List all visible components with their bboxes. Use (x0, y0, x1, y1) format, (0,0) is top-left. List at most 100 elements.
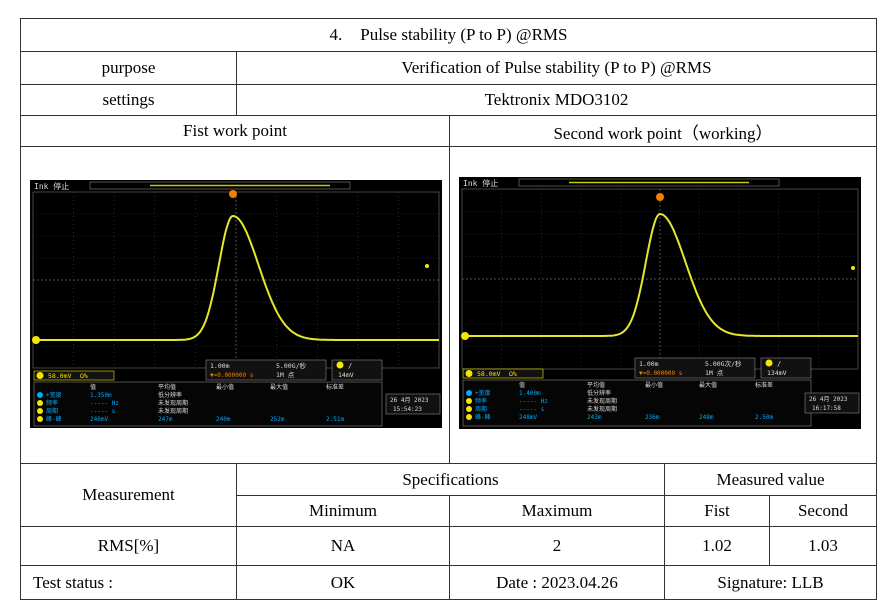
measurement-column-header: 值 (519, 381, 525, 389)
measurement-value: 248mV (519, 414, 537, 421)
channel-bandwidth: Ω% (80, 372, 88, 380)
measurement-header: Measurement (20, 463, 237, 527)
measurement-column-header: 平均值 (158, 383, 176, 391)
test-status-label: Test status : (20, 565, 237, 600)
measurement-name: +宽度 (46, 391, 62, 399)
rms-minimum-value: NA (236, 526, 450, 566)
oscilloscope-screenshot-second: Ink 停止 58.0mV Ω% 1.00m 5.00G次/秒 ▼=0.0000… (459, 177, 861, 429)
screenshot-date: 26 4月 2023 (809, 396, 848, 403)
svg-text:/: / (777, 360, 781, 368)
section-number: 4. (329, 25, 343, 44)
waveform-grid (32, 191, 440, 369)
trigger-position: ▼=0.000000 s (639, 370, 683, 377)
screenshot-date: 26 4月 2023 (390, 397, 429, 404)
measurement-note: 低分辨率 (587, 389, 611, 397)
channel-scale: 58.0mV (48, 372, 72, 380)
measurement-column-header: 最大值 (270, 383, 288, 391)
measurement-note: 未发现周期 (587, 405, 617, 413)
measurement-panel (462, 379, 812, 427)
minimum-header: Minimum (236, 495, 450, 527)
measurement-statistic: 240m (216, 416, 231, 423)
record-length: 1M 点 (276, 371, 295, 379)
measurement-column-header: 标准差 (755, 381, 773, 389)
timebase: 1.00m (210, 362, 230, 370)
measurement-column-header: 最大值 (699, 381, 717, 389)
section-title: 4. Pulse stability (P to P) @RMS (20, 18, 877, 52)
measurement-statistic: 2.50m (755, 414, 773, 421)
measurement-name: 周期 (46, 407, 58, 415)
measurement-value: ----- s (90, 408, 116, 415)
measurement-value: 1.400m (519, 390, 541, 397)
measurement-name: +宽度 (475, 389, 491, 397)
oscilloscope-display: Ink 停止 58.0mV Ω% 1.00m 5.00G次/秒 ▼=0.0000… (461, 178, 860, 427)
measured-value-header: Measured value (664, 463, 877, 496)
rms-fist-value: 1.02 (664, 526, 770, 566)
pulse-waveform (462, 212, 858, 337)
channel1-ground-marker (461, 332, 469, 340)
measurement-value: 246mV (90, 416, 108, 423)
measurement-value: 1.350m (90, 392, 112, 399)
measurement-statistic: 2.51m (326, 416, 344, 423)
fist-header: Fist (664, 495, 770, 527)
rms-second-value: 1.03 (769, 526, 877, 566)
trigger-position-marker (229, 190, 237, 198)
purpose-label: purpose (20, 51, 237, 85)
section-title-text: Pulse stability (P to P) @RMS (360, 25, 568, 44)
measurement-note: 低分辨率 (158, 391, 182, 399)
measurement-column-header: 标准差 (326, 383, 344, 391)
oscilloscope-screenshot-first: Ink 停止 58.0mV Ω% 1.00m 5.00G/秒 ▼=0.00000… (30, 180, 442, 428)
trigger-level: 14mV (338, 371, 354, 379)
second-header: Second (769, 495, 877, 527)
trigger-position-marker (656, 193, 664, 201)
measurement-note: 未发现周期 (158, 407, 188, 415)
scope-status: Ink 停止 (463, 178, 498, 188)
record-length: 1M 点 (705, 369, 724, 377)
rms-row-label: RMS[%] (20, 526, 237, 566)
measurement-name: 频率 (46, 399, 58, 407)
pulse-waveform (33, 214, 439, 341)
timebase: 1.00m (639, 360, 659, 368)
measurement-name: 周期 (475, 405, 487, 413)
measurement-note: 未发现周期 (587, 397, 617, 405)
second-work-point-header: Second work point（working） (449, 115, 877, 147)
measurement-note: 未发现周期 (158, 399, 188, 407)
channel-scale: 58.0mV (477, 370, 501, 378)
rms-maximum-value: 2 (449, 526, 665, 566)
svg-text:/: / (348, 362, 352, 370)
trigger-level-marker (425, 264, 429, 268)
measurement-statistic: 243m (587, 414, 602, 421)
sample-rate: 5.00G次/秒 (705, 359, 742, 368)
measurement-column-header: 最小值 (216, 383, 234, 391)
settings-label: settings (20, 84, 237, 116)
settings-value: Tektronix MDO3102 (236, 84, 877, 116)
measurement-value: ----- Hz (90, 400, 119, 407)
signature: Signature: LLB (664, 565, 877, 600)
measurement-name: 峰-峰 (46, 415, 62, 423)
oscilloscope-display: Ink 停止 58.0mV Ω% 1.00m 5.00G/秒 ▼=0.00000… (32, 181, 441, 427)
measurement-name: 峰-峰 (475, 413, 491, 421)
test-date: Date : 2023.04.26 (449, 565, 665, 600)
screenshot-time: 16:17:58 (812, 405, 841, 412)
measurement-column-header: 平均值 (587, 381, 605, 389)
channel1-ground-marker (32, 336, 40, 344)
maximum-header: Maximum (449, 495, 665, 527)
trigger-level-marker (851, 266, 855, 270)
channel-bandwidth: Ω% (509, 370, 517, 378)
waveform-grid (461, 188, 859, 370)
purpose-value: Verification of Pulse stability (P to P)… (236, 51, 877, 85)
scope-status: Ink 停止 (34, 181, 69, 191)
measurement-value: ----- s (519, 406, 545, 413)
measurement-column-header: 值 (90, 383, 96, 391)
screenshot-time: 15:54:23 (393, 406, 422, 413)
sample-rate: 5.00G/秒 (276, 361, 306, 370)
measurement-value: ----- Hz (519, 398, 548, 405)
measurement-statistic: 248m (699, 414, 714, 421)
first-work-point-header: Fist work point (20, 115, 450, 147)
measurement-column-header: 最小值 (645, 381, 663, 389)
measurement-statistic: 236m (645, 414, 660, 421)
trigger-level: 134mV (767, 369, 787, 377)
measurement-statistic: 252m (270, 416, 285, 423)
trigger-position: ▼=0.000000 s (210, 372, 254, 379)
test-status-value: OK (236, 565, 450, 600)
measurement-statistic: 247m (158, 416, 173, 423)
